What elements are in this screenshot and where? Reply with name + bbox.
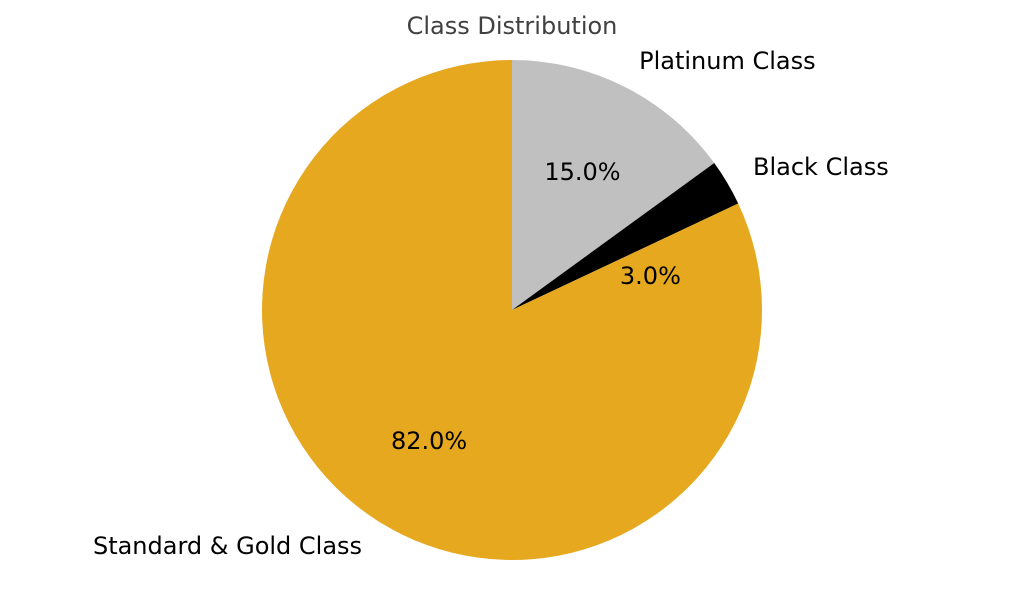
slice-label: Platinum Class xyxy=(639,47,816,75)
pie-chart xyxy=(0,0,1024,601)
slice-percent: 3.0% xyxy=(620,262,681,290)
slice-percent: 15.0% xyxy=(544,158,620,186)
slice-label: Standard & Gold Class xyxy=(93,532,362,560)
slice-percent: 82.0% xyxy=(391,427,467,455)
chart-stage: Class Distribution 15.0%Platinum Class3.… xyxy=(0,0,1024,601)
slice-label: Black Class xyxy=(753,153,889,181)
